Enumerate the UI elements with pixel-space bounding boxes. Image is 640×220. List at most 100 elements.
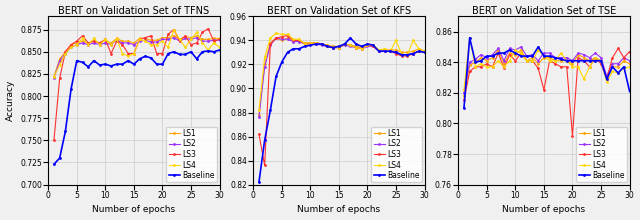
LS1 [472, 61, 479, 64]
LS2 [563, 56, 571, 59]
LS2 [591, 52, 599, 54]
Baseline [472, 61, 479, 64]
LS3 [523, 59, 531, 62]
LS4 [387, 50, 394, 53]
LS1 [159, 36, 166, 39]
X-axis label: Number of epochs: Number of epochs [298, 205, 380, 214]
LS3 [330, 46, 337, 49]
Baseline [546, 55, 554, 57]
LS3 [266, 43, 274, 45]
Baseline [255, 181, 263, 183]
Line: LS1: LS1 [52, 35, 221, 78]
LS2 [108, 43, 115, 46]
LS1 [56, 58, 63, 60]
LS1 [124, 40, 132, 42]
Baseline [392, 51, 400, 54]
Baseline [90, 59, 98, 62]
LS3 [563, 66, 571, 68]
LS2 [318, 44, 326, 46]
LS2 [330, 46, 337, 49]
LS3 [387, 50, 394, 53]
LS3 [307, 43, 314, 45]
LS3 [517, 52, 525, 54]
LS2 [603, 75, 611, 77]
LS3 [170, 28, 178, 31]
LS3 [472, 66, 479, 68]
LS2 [398, 53, 406, 56]
Line: LS3: LS3 [463, 47, 631, 137]
LS2 [597, 56, 605, 59]
Baseline [289, 48, 297, 50]
LS4 [574, 66, 582, 68]
LS2 [295, 40, 303, 43]
LS4 [73, 43, 81, 46]
Line: LS4: LS4 [52, 28, 221, 78]
LS3 [255, 133, 263, 136]
Baseline [489, 55, 497, 57]
LS2 [375, 50, 383, 53]
LS1 [404, 51, 412, 54]
X-axis label: Number of epochs: Number of epochs [502, 205, 586, 214]
Baseline [364, 43, 371, 45]
Baseline [523, 55, 531, 57]
LS1 [318, 43, 326, 45]
LS2 [153, 41, 161, 43]
LS1 [517, 49, 525, 51]
Line: LS4: LS4 [463, 36, 631, 91]
LS3 [56, 77, 63, 80]
Baseline [96, 64, 104, 66]
LS1 [460, 95, 468, 97]
LS1 [182, 35, 189, 38]
LS1 [130, 42, 138, 44]
LS1 [529, 56, 536, 59]
LS1 [523, 59, 531, 62]
Baseline [574, 59, 582, 62]
LS4 [198, 42, 206, 44]
LS2 [352, 46, 360, 49]
Baseline [358, 45, 365, 48]
LS4 [159, 40, 166, 42]
LS3 [301, 43, 308, 45]
LS2 [96, 43, 104, 46]
LS1 [284, 37, 291, 39]
LS2 [141, 39, 149, 42]
LS2 [284, 38, 291, 40]
Baseline [506, 49, 513, 51]
LS1 [364, 44, 371, 46]
Baseline [124, 59, 132, 62]
LS3 [164, 33, 172, 35]
LS1 [295, 39, 303, 42]
LS1 [494, 49, 502, 51]
LS1 [375, 49, 383, 51]
Baseline [136, 58, 143, 60]
LS4 [182, 46, 189, 49]
LS1 [477, 56, 485, 59]
LS4 [529, 59, 536, 62]
LS1 [67, 43, 75, 46]
LS2 [187, 38, 195, 41]
LS4 [261, 56, 269, 59]
LS1 [392, 49, 400, 51]
LS4 [563, 59, 571, 62]
LS3 [540, 88, 548, 91]
LS2 [472, 58, 479, 60]
LS4 [56, 64, 63, 66]
LS1 [597, 59, 605, 62]
LS4 [364, 44, 371, 46]
LS1 [50, 75, 58, 78]
LS4 [147, 43, 155, 46]
LS4 [523, 59, 531, 62]
LS1 [307, 41, 314, 44]
Baseline [410, 52, 417, 55]
Baseline [56, 157, 63, 159]
Line: LS2: LS2 [257, 37, 426, 119]
LS2 [272, 37, 280, 39]
Legend: LS1, LS2, LS3, LS4, Baseline: LS1, LS2, LS3, LS4, Baseline [371, 127, 422, 182]
Baseline [164, 52, 172, 55]
LS1 [340, 43, 348, 45]
LS1 [580, 56, 588, 59]
Baseline [50, 163, 58, 166]
LS1 [534, 62, 542, 65]
LS3 [198, 31, 206, 34]
LS2 [50, 77, 58, 80]
